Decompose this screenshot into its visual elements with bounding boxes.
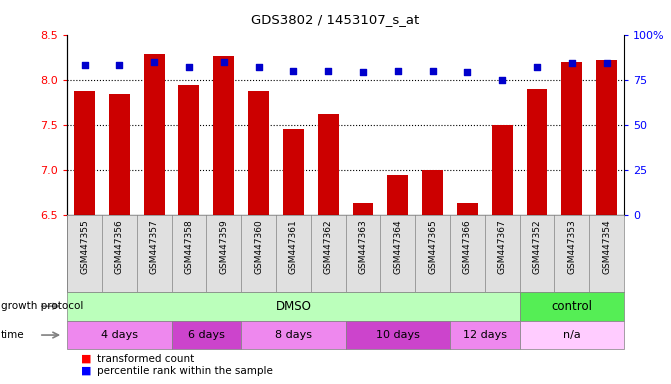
Bar [178,85,199,215]
Bar [387,175,408,215]
Bar [457,203,478,215]
Text: 12 days: 12 days [463,330,507,340]
Text: 8 days: 8 days [275,330,312,340]
Point [566,60,577,66]
Bar [248,91,269,215]
Bar [346,321,450,349]
Point [601,60,612,66]
Text: GSM447357: GSM447357 [150,219,158,274]
Point [79,62,90,68]
Point [218,59,229,65]
Text: GSM447365: GSM447365 [428,219,437,274]
Bar [213,56,234,215]
Text: DMSO: DMSO [275,300,311,313]
Text: GSM447354: GSM447354 [602,219,611,273]
Text: transformed count: transformed count [97,354,195,364]
Text: ■: ■ [81,354,91,364]
Text: time: time [1,330,24,340]
Text: GSM447361: GSM447361 [289,219,298,274]
Bar [74,91,95,215]
Text: GSM447353: GSM447353 [567,219,576,274]
Point [288,68,299,74]
Text: GSM447367: GSM447367 [498,219,507,274]
Point [358,70,368,76]
Text: 6 days: 6 days [188,330,225,340]
Bar [422,170,443,215]
Point [497,77,507,83]
Bar [562,62,582,215]
Bar [172,321,241,349]
Bar [596,60,617,215]
Text: GSM447362: GSM447362 [323,219,333,273]
Bar [527,89,548,215]
Bar [144,55,164,215]
Text: GSM447360: GSM447360 [254,219,263,274]
Text: GSM447356: GSM447356 [115,219,124,274]
Point [462,70,473,76]
Text: 4 days: 4 days [101,330,138,340]
Bar [519,292,624,321]
Text: GSM447352: GSM447352 [533,219,541,273]
Bar [67,292,519,321]
Text: growth protocol: growth protocol [1,301,83,311]
Bar [241,321,346,349]
Bar [318,114,339,215]
Bar [492,125,513,215]
Text: n/a: n/a [563,330,580,340]
Bar [352,203,374,215]
Text: percentile rank within the sample: percentile rank within the sample [97,366,273,376]
Bar [519,321,624,349]
Bar [283,129,304,215]
Text: 10 days: 10 days [376,330,420,340]
Bar [450,321,519,349]
Point [323,68,333,74]
Point [184,64,195,70]
Point [253,64,264,70]
Point [149,59,160,65]
Text: GSM447355: GSM447355 [80,219,89,274]
Bar [67,321,172,349]
Text: GDS3802 / 1453107_s_at: GDS3802 / 1453107_s_at [252,13,419,26]
Text: control: control [552,300,592,313]
Point [393,68,403,74]
Point [531,64,542,70]
Text: GSM447363: GSM447363 [358,219,368,274]
Point [114,62,125,68]
Text: GSM447366: GSM447366 [463,219,472,274]
Point [427,68,438,74]
Bar [109,94,130,215]
Text: ■: ■ [81,366,91,376]
Text: GSM447364: GSM447364 [393,219,403,273]
Text: GSM447358: GSM447358 [185,219,193,274]
Text: GSM447359: GSM447359 [219,219,228,274]
